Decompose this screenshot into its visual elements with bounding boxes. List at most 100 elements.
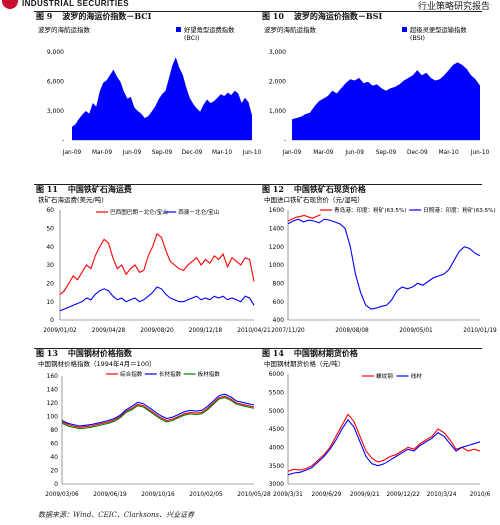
chart-bci: 波罗的海航运指数 - 3,000 6,000 9,000 Jan-09 Mar-09 Jun-… [36,22,262,172]
x-tick-label: 2009/9/21 [350,492,380,498]
chart-title: 中国钢材价格指数（1994年4月＝100） [38,359,156,368]
row-divider-2 [34,348,482,349]
y-tick-label: 600 [273,299,285,306]
line-series [287,418,481,476]
x-tick-label: Jun-10 [242,150,262,156]
legend-swatch [176,27,181,32]
chart-title: 波罗的海航运指数 [264,25,317,34]
header-divider [34,11,482,12]
x-tick-label: 2009/04/28 [92,328,126,334]
chart-iron-ore-freight: 铁矿石海运费(美元/吨) 0 10 20 30 40 50 60 2009/01/02 2009/… [36,195,271,342]
x-tick-label: 2008/08/08 [335,328,369,334]
legend-label: 超级灵便型运输指数 [410,25,467,34]
x-tick-label: 2009/3/31 [273,492,303,498]
y-tick-label: 40 [50,454,58,461]
y-tick-label: 3,000 [47,108,64,115]
y-tick-label: 400 [273,317,285,324]
y-tick-label: 1600 [269,207,284,214]
y-tick-label: 4000 [269,445,284,452]
line-series [59,286,255,312]
y-tick-label: 160 [47,373,59,380]
y-tick-label: 20 [50,468,58,475]
x-tick-label: 2010/04/21 [237,328,271,334]
legend-label: 青岛港：印度：粉矿(63.5%) [334,206,406,214]
area-series [72,57,252,140]
y-tick-label: 1400 [269,226,284,233]
y-tick-label: 50 [46,226,54,233]
x-tick-label: Mar-10 [212,150,232,156]
y-tick-label: - [62,137,64,144]
legend-label: 线材 [411,372,423,380]
legend-label: 长材指数 [159,370,182,378]
x-tick-label: Mar-09 [92,150,112,156]
data-source: 数据来源：Wind、CEIC、Clarksons、兴业证券 [38,511,195,519]
figure-9-label: 图 9 波罗的海运价指数－BCI [36,11,152,21]
x-tick-label: 2009/12/18 [189,328,223,334]
y-tick-label: 800 [273,281,285,288]
y-tick-label: 3,000 [269,49,286,56]
y-tick-label: 2,000 [269,79,286,86]
company-logo-icon [2,0,18,9]
legend-label: (BSI) [410,35,425,42]
legend-label: (BCI) [184,35,199,42]
x-tick-label: Dec-09 [182,150,203,156]
y-tick-label: 0 [50,317,54,324]
x-tick-label: 2010/05/28 [237,492,271,498]
chart-title: 波罗的海航运指数 [38,25,91,34]
figure-13-label: 图 13 中国钢材价格指数 [36,348,132,358]
chart-iron-ore-spot-svg: 中国进口铁矿石现货价（元/湿吨） 400 600 800 1000 1200 1400 160… [264,195,497,334]
y-tick-label: 1,000 [269,108,286,115]
y-tick-label: 100 [47,414,59,421]
x-tick-label: 2010/01/19 [463,328,497,334]
report-header: INDUSTRIAL SECURITIES 行业策略研究报告 [0,0,500,12]
legend-label: 好望角型运费指数 [184,25,235,34]
chart-steel-futures-svg: 中国钢材期货价格（元/吨） 3000 3500 4000 4500 5000 5500 600… [264,359,491,498]
figure-11-label: 图 11 中国铁矿石海运费 [36,184,132,194]
chart-steel-futures: 中国钢材期货价格（元/吨） 3000 3500 4000 4500 5000 5500 600… [262,359,491,506]
y-tick-label: 20 [46,281,54,288]
y-tick-label: 5500 [269,390,284,397]
brand-name: INDUSTRIAL SECURITIES [22,0,129,8]
x-tick-label: Jan-09 [62,150,82,156]
y-tick-label: 6000 [269,371,284,378]
y-tick-label: 3500 [269,463,284,470]
y-tick-label: 120 [47,400,59,407]
y-tick-label: 40 [46,244,54,251]
legend-label: 西澳－北仑/宝山 [178,208,219,216]
y-tick-label: 9,000 [47,49,64,56]
y-tick-label: 1000 [269,262,284,269]
x-tick-label: 2009/6/29 [312,492,342,498]
x-tick-label: 2009/01/02 [43,328,77,334]
y-tick-label: 1200 [269,244,284,251]
legend-swatch [402,27,407,32]
y-tick-label: 5000 [269,408,284,415]
x-tick-label: Jan-09 [282,150,302,156]
y-tick-label: 6,000 [47,79,64,86]
line-series [287,218,481,310]
x-tick-label: 2009/03/06 [45,492,79,498]
x-tick-label: 2010/02/05 [189,492,223,498]
line-series [61,397,255,430]
line-series [287,214,321,222]
chart-title: 中国进口铁矿石现货价（元/湿吨） [264,195,364,204]
x-tick-label: Sep-09 [152,150,173,156]
x-tick-label: 2009/05/01 [399,328,433,334]
report-type: 行业策略研究报告 [417,2,490,12]
y-tick-label: 4500 [269,426,284,433]
x-tick-label: Dec-09 [407,150,428,156]
legend-label: 综合指数 [120,370,143,378]
x-tick-label: 2010/6 [470,492,491,498]
x-tick-label: 2009/12/22 [386,492,420,498]
x-tick-label: 2007/11/20 [271,328,305,334]
x-tick-label: 2010/3/24 [427,492,457,498]
x-tick-label: 2009/10/16 [141,492,175,498]
chart-steel-index: 中国钢材价格指数（1994年4月＝100） 0 20 40 60 80 100 120 140 1… [36,359,271,506]
chart-bsi-svg: 波罗的海航运指数 - 1,000 2,000 3,000 Jan-09 Mar-09 Jun-… [264,25,490,156]
y-tick-label: 60 [50,441,58,448]
y-tick-label: 3000 [269,481,284,488]
y-tick-label: 0 [54,481,58,488]
line-series [61,395,255,428]
chart-title: 中国钢材期货价格（元/吨） [264,359,344,368]
chart-bci-svg: 波罗的海航运指数 - 3,000 6,000 9,000 Jan-09 Mar-09 Jun-… [38,25,262,156]
chart-steel-index-svg: 中国钢材价格指数（1994年4月＝100） 0 20 40 60 80 100 120 140 1… [38,359,271,498]
